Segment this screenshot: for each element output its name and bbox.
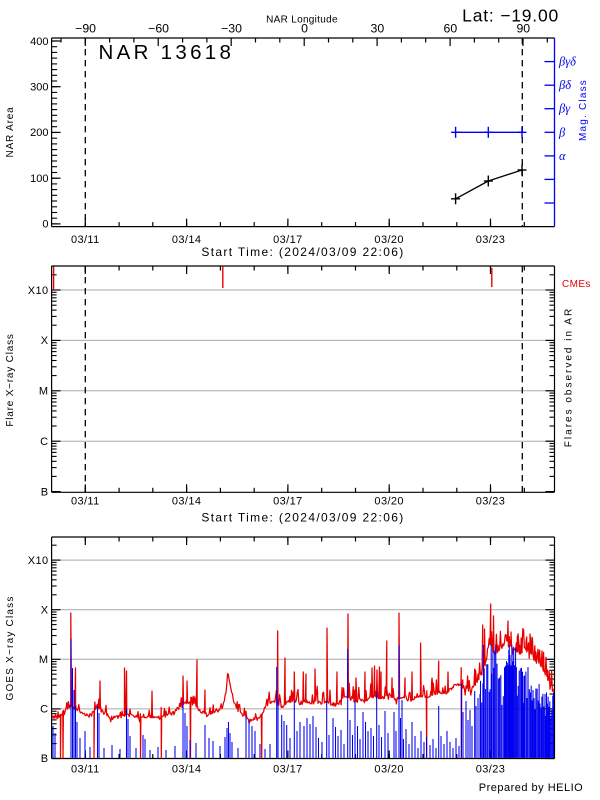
svg-text:03/23: 03/23 xyxy=(476,764,506,776)
svg-text:Flare X−ray Class: Flare X−ray Class xyxy=(5,333,16,426)
svg-text:B: B xyxy=(41,753,49,765)
svg-text:03/11: 03/11 xyxy=(71,234,100,246)
svg-text:C: C xyxy=(40,704,48,716)
svg-text:03/17: 03/17 xyxy=(273,764,303,776)
svg-text:03/14: 03/14 xyxy=(172,496,202,508)
svg-text:03/23: 03/23 xyxy=(476,496,506,508)
svg-text:GOES X−ray Class: GOES X−ray Class xyxy=(5,595,16,700)
svg-text:Start Time: (2024/03/09 22:06): Start Time: (2024/03/09 22:06) xyxy=(201,245,404,259)
svg-text:βγ: βγ xyxy=(558,102,571,116)
svg-text:C: C xyxy=(40,436,48,448)
svg-text:βγδ: βγδ xyxy=(558,55,576,69)
svg-text:03/14: 03/14 xyxy=(172,764,202,776)
svg-text:03/17: 03/17 xyxy=(273,234,303,246)
svg-text:X: X xyxy=(41,335,49,347)
svg-text:Flares observed in AR: Flares observed in AR xyxy=(564,307,575,447)
svg-text:M: M xyxy=(39,654,49,666)
svg-text:B: B xyxy=(41,486,49,498)
svg-text:Mag. Class: Mag. Class xyxy=(578,79,589,141)
svg-text:α: α xyxy=(559,149,566,163)
svg-text:400: 400 xyxy=(30,36,48,48)
svg-text:−30: −30 xyxy=(221,22,242,36)
svg-text:90: 90 xyxy=(516,22,530,36)
svg-text:Lat: −19.00: Lat: −19.00 xyxy=(462,6,559,26)
svg-text:−60: −60 xyxy=(148,22,169,36)
svg-text:03/20: 03/20 xyxy=(374,764,404,776)
svg-text:β: β xyxy=(558,125,566,139)
svg-text:0: 0 xyxy=(301,22,308,36)
svg-text:300: 300 xyxy=(30,82,48,94)
svg-text:200: 200 xyxy=(30,127,48,139)
svg-text:0: 0 xyxy=(42,219,48,231)
svg-text:X: X xyxy=(41,605,49,617)
svg-text:03/14: 03/14 xyxy=(172,234,202,246)
svg-text:03/11: 03/11 xyxy=(71,496,100,508)
svg-text:03/23: 03/23 xyxy=(476,234,506,246)
svg-text:60: 60 xyxy=(444,22,458,36)
svg-text:M: M xyxy=(39,386,49,398)
svg-text:X10: X10 xyxy=(28,285,49,297)
svg-text:Prepared by HELIO: Prepared by HELIO xyxy=(479,782,584,794)
svg-text:NAR 13618: NAR 13618 xyxy=(99,41,235,64)
svg-text:03/20: 03/20 xyxy=(374,234,404,246)
svg-text:NAR Longitude: NAR Longitude xyxy=(266,15,338,26)
svg-text:03/11: 03/11 xyxy=(71,764,100,776)
svg-text:βδ: βδ xyxy=(558,78,571,92)
svg-text:30: 30 xyxy=(371,22,385,36)
svg-text:CMEs: CMEs xyxy=(562,279,591,290)
svg-text:03/20: 03/20 xyxy=(374,496,404,508)
svg-text:100: 100 xyxy=(30,173,48,185)
svg-text:03/17: 03/17 xyxy=(273,496,303,508)
svg-text:−90: −90 xyxy=(75,22,96,36)
svg-text:Start Time: (2024/03/09 22:06): Start Time: (2024/03/09 22:06) xyxy=(201,511,404,525)
svg-text:X10: X10 xyxy=(28,555,49,567)
svg-text:NAR Area: NAR Area xyxy=(5,107,16,158)
